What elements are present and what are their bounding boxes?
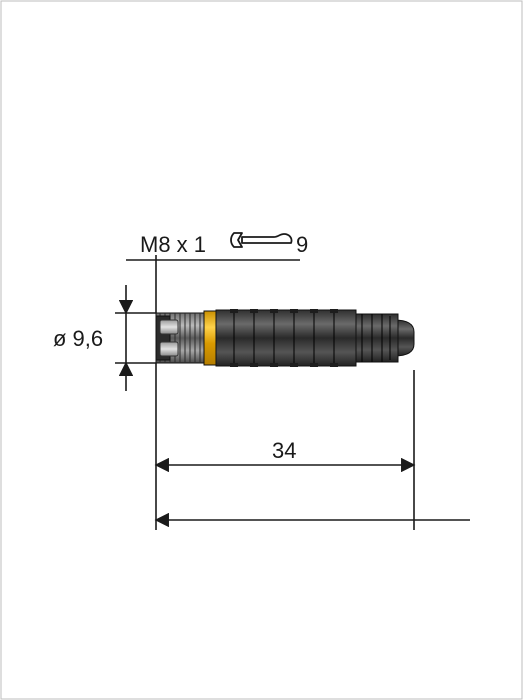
thread-label: M8 x 1 xyxy=(140,232,206,257)
diameter-label: ø 9,6 xyxy=(53,326,103,351)
length-label: 34 xyxy=(272,438,296,463)
connector xyxy=(156,309,414,367)
wrench-size-label: 9 xyxy=(296,232,308,257)
wrench-icon xyxy=(231,233,292,247)
